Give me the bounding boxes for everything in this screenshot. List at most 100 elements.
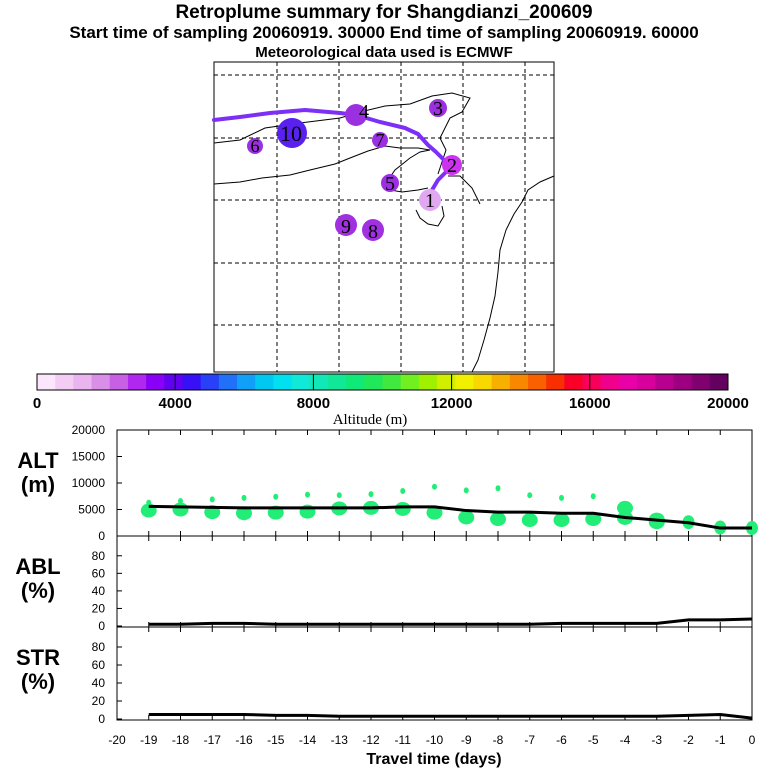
timeseries-panels: 20000150001000050000ALT(m)806040200ABL(%… (15, 423, 758, 768)
altitude-colorbar: 0 4000 8000 12000 16000 20000 Altitude (m) (33, 373, 749, 428)
x-tick-label: -11 (395, 733, 412, 747)
cluster-10-dot (277, 118, 307, 148)
cluster-5-dot (381, 174, 399, 192)
x-tick-label: 0 (749, 733, 756, 747)
y-tick-label: 60 (92, 566, 106, 580)
cluster-1: 1 (419, 189, 441, 212)
cluster-6-label: 6 (251, 136, 260, 156)
colorbar-cell (291, 374, 311, 390)
panel-frame (116, 535, 753, 628)
cluster-6-dot (247, 138, 263, 154)
x-tick-label: -15 (267, 733, 285, 747)
scatter-point (495, 485, 501, 492)
cluster-9: 9 (335, 214, 357, 238)
colorbar-cell (546, 374, 565, 390)
scatter-point (426, 505, 443, 520)
cluster-markers: 1 2 3 4 5 6 7 (247, 98, 462, 243)
y-tick-label: 10000 (72, 476, 106, 490)
panel-alt: 20000 15000 10000 5000 0 ALT(m) (17, 423, 758, 543)
scatter-point (336, 492, 342, 499)
colorbar-cell (73, 374, 93, 390)
series-line (148, 712, 753, 720)
colorbar-tick: 8000 (297, 395, 330, 412)
cluster-7-label: 7 (376, 130, 385, 150)
x-tick-label: -3 (651, 733, 662, 747)
y-tick-label: 60 (92, 658, 106, 672)
colorbar-cell (582, 374, 602, 390)
cluster-8: 8 (362, 219, 384, 243)
cluster-10-label: 10 (280, 121, 302, 146)
colorbar-cell (364, 374, 383, 390)
scatter-point (368, 491, 374, 498)
scatter-point (432, 483, 437, 490)
scatter-point (521, 513, 538, 528)
x-tick-label: -20 (108, 733, 126, 747)
series-line (148, 504, 752, 530)
colorbar-tick: 16000 (569, 395, 611, 412)
map-gridlines (214, 62, 554, 372)
scatter-point (178, 498, 183, 505)
scatter-point (236, 506, 252, 521)
colorbar-cell (437, 374, 456, 390)
scatter-point (590, 493, 596, 500)
cluster-7: 7 (372, 130, 388, 150)
x-tick-label: -6 (556, 733, 567, 747)
y-axis-unit: (m) (21, 472, 55, 497)
colorbar-cell (55, 374, 74, 390)
x-tick-label: -2 (683, 733, 694, 747)
map-panel: 1 2 3 4 5 6 7 (212, 61, 555, 373)
x-tick-label: -1 (715, 733, 726, 747)
x-tick-label: -7 (524, 733, 535, 747)
scatter-point (559, 494, 564, 501)
scatter-point (585, 512, 602, 527)
colorbar-cell (473, 374, 493, 390)
series-line (148, 617, 753, 626)
colorbar-cell (509, 374, 529, 390)
colorbar-cell (637, 374, 656, 390)
scatter-point (305, 491, 310, 498)
colorbar-cell (164, 374, 183, 390)
colorbar-cell (255, 374, 274, 390)
y-tick-label: 20 (92, 601, 106, 615)
scatter-point (463, 487, 469, 494)
colorbar-cell (618, 374, 638, 390)
scatter-point (209, 496, 215, 503)
y-tick-label: 15000 (72, 450, 106, 464)
colorbar-cell (109, 374, 129, 390)
x-tick-label: -4 (620, 733, 631, 747)
scatter-point (617, 500, 633, 515)
x-tick-label: -16 (235, 733, 253, 747)
colorbar-cell (327, 374, 347, 390)
map-frame (213, 61, 555, 373)
colorbar-label: Altitude (m) (333, 412, 408, 428)
scatter-point (490, 512, 506, 527)
y-tick-label: 20000 (72, 423, 106, 437)
colorbar-cell (127, 374, 147, 390)
y-tick-label: 40 (92, 584, 106, 598)
scatter-point (458, 510, 475, 525)
x-tick-label: -18 (172, 733, 190, 747)
cluster-2-dot (442, 155, 462, 175)
colorbar-cell (91, 374, 111, 390)
cluster-9-label: 9 (341, 216, 351, 238)
x-tick-label: -12 (362, 733, 380, 747)
retroplume-track (212, 108, 450, 202)
colorbar-cell (309, 374, 329, 390)
cluster-1-dot (419, 189, 441, 211)
colorbar-cell (655, 374, 674, 390)
colorbar-cell (709, 374, 729, 390)
x-tick-label: -10 (426, 733, 444, 747)
chart-title: Retroplume summary for Shangdianzi_20060… (175, 2, 593, 23)
cluster-2-label: 2 (447, 155, 457, 177)
cluster-8-label: 8 (368, 221, 378, 243)
colorbar-cell (200, 374, 220, 390)
colorbar-cell (382, 374, 402, 390)
panel-abl: 80 60 40 20 0 ABL(%) (15, 535, 753, 633)
cluster-5: 5 (381, 173, 399, 195)
x-tick-label: -14 (299, 733, 317, 747)
scatter-point (394, 501, 411, 516)
cluster-7-dot (372, 132, 388, 148)
y-tick-label: 80 (92, 549, 106, 563)
